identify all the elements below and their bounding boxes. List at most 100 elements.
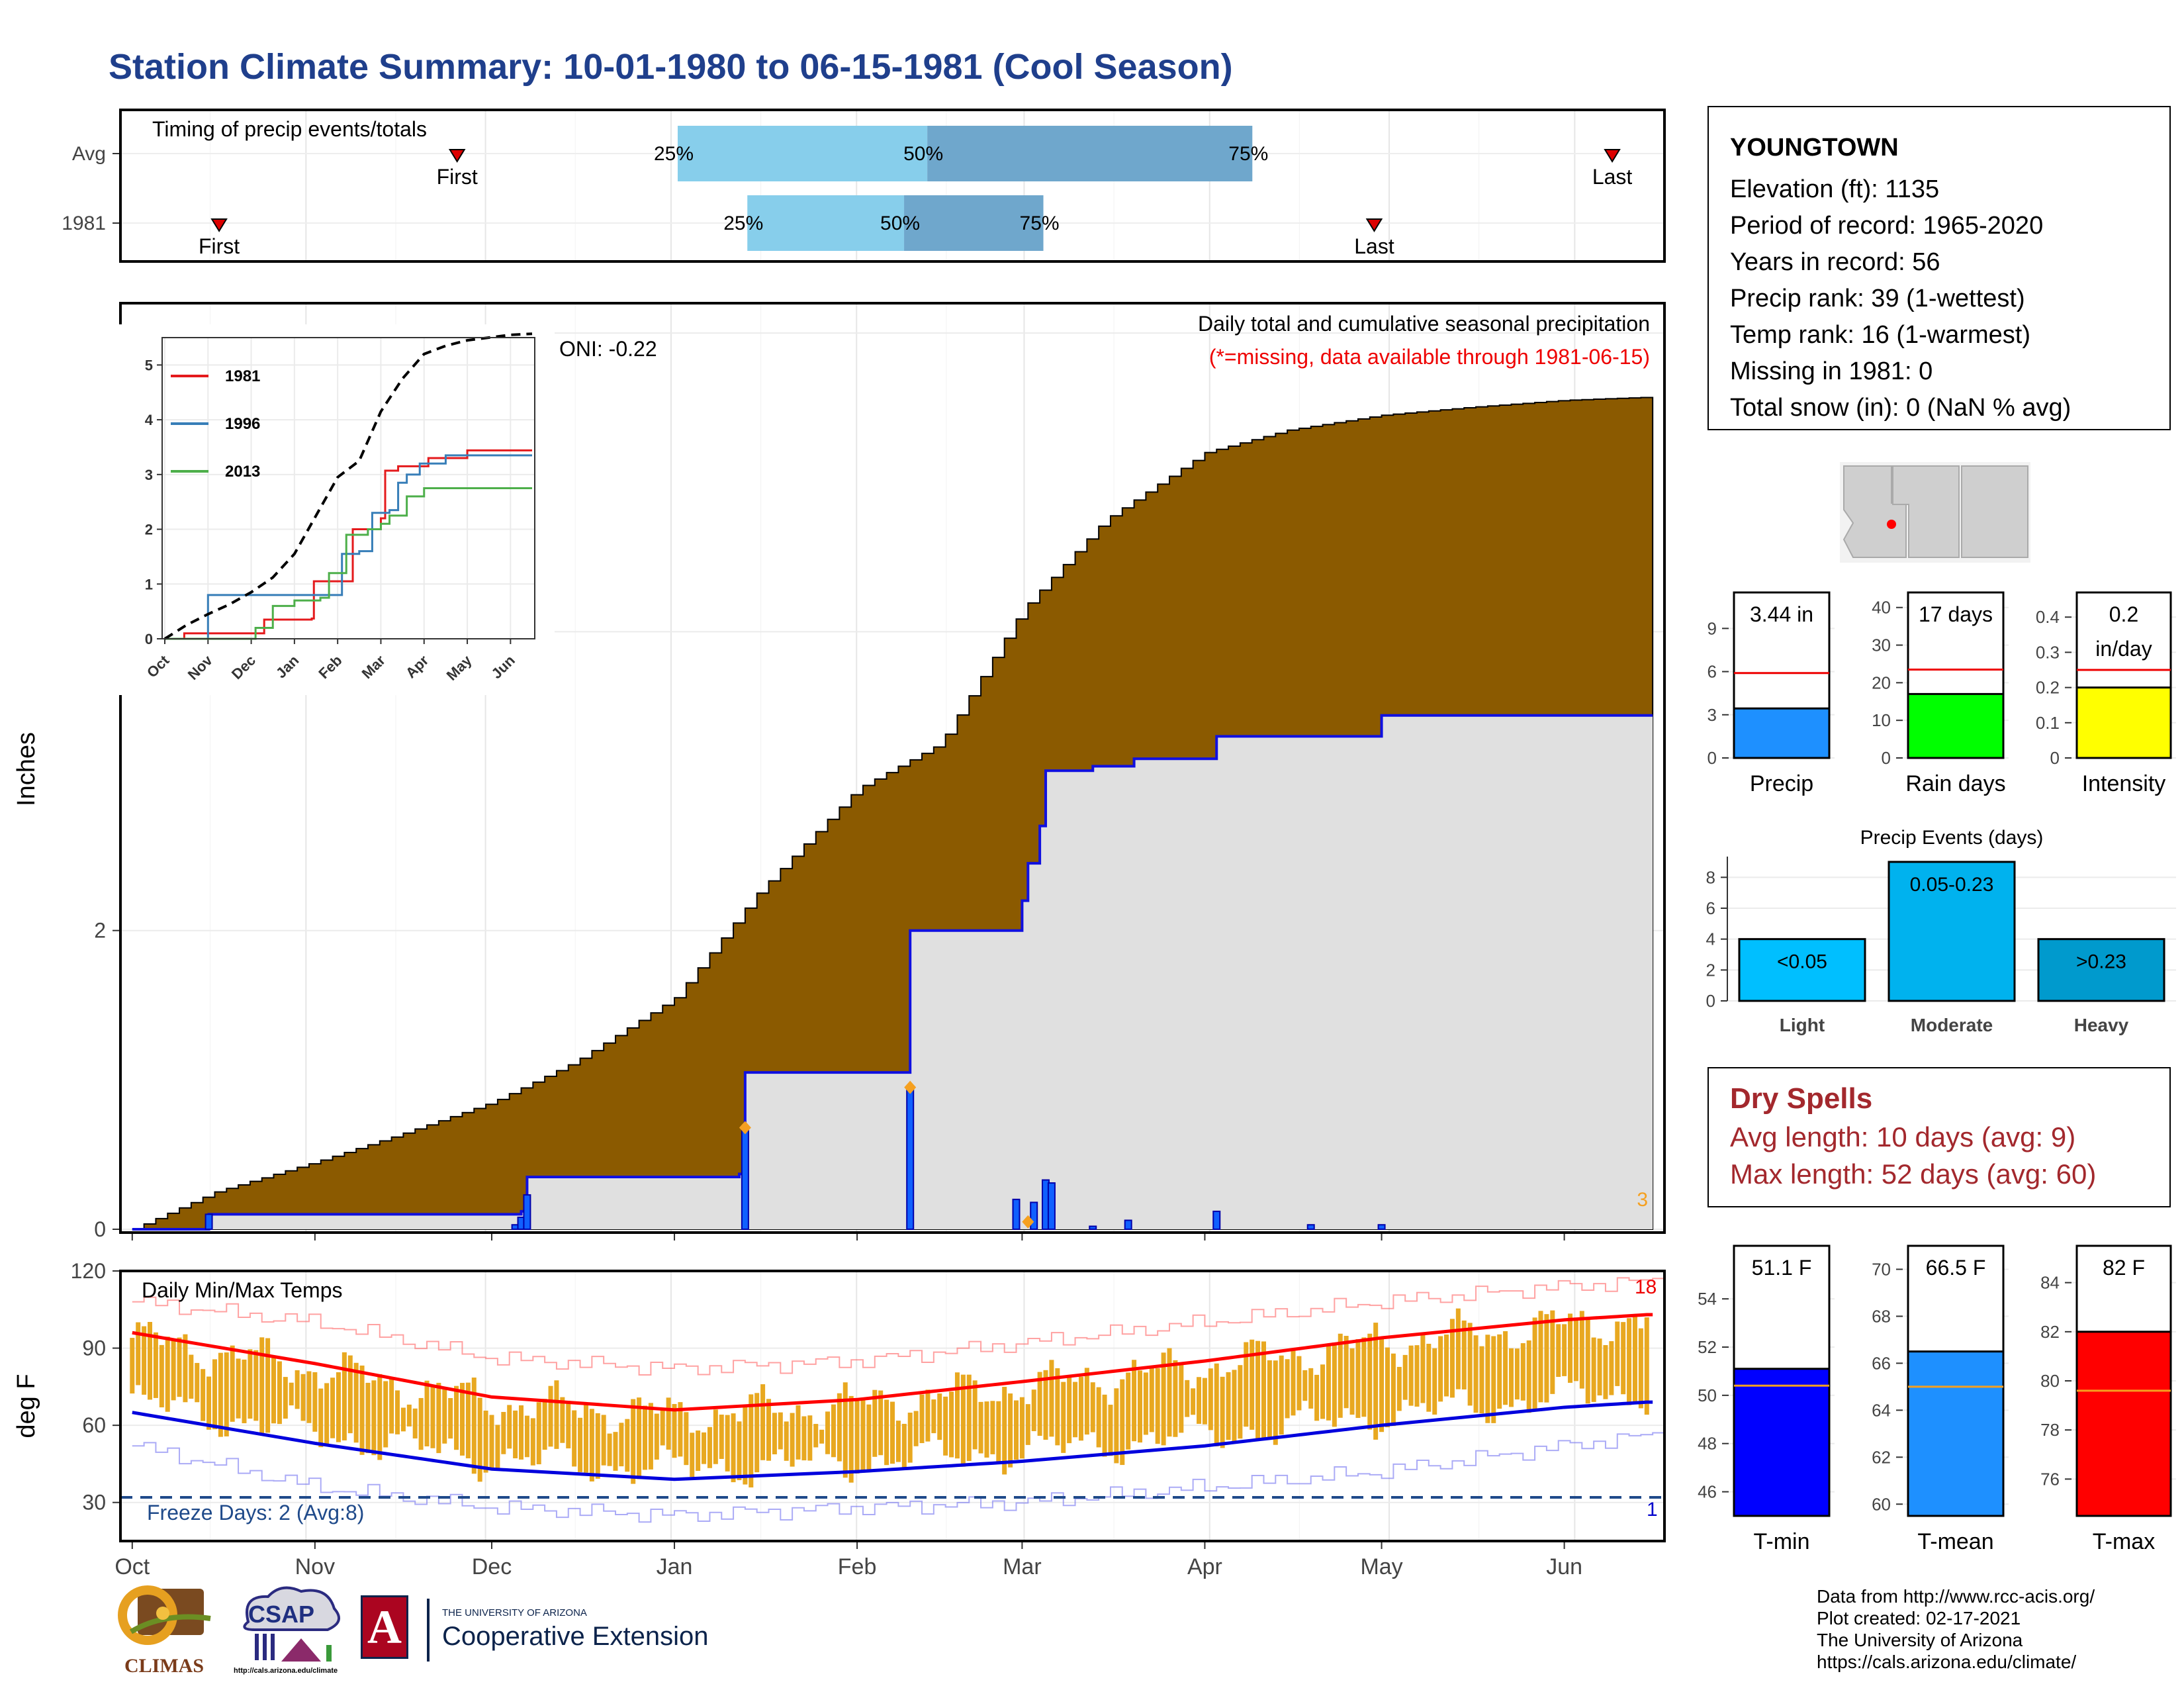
- daily-temp-bar: [1585, 1317, 1590, 1404]
- daily-temp-bar: [1503, 1331, 1508, 1405]
- daily-temp-bar: [1202, 1378, 1207, 1425]
- daily-temp-bar: [831, 1404, 836, 1458]
- daily-temp-bar: [201, 1369, 206, 1421]
- temp-value-bar: [1907, 1350, 2005, 1517]
- daily-temp-bar: [996, 1401, 1001, 1464]
- daily-temp-bar: [884, 1399, 889, 1466]
- precip-y-tick-label: 30: [1872, 635, 1891, 655]
- daily-temp-bar: [536, 1402, 541, 1465]
- daily-temp-bar: [1414, 1345, 1420, 1407]
- precip-y-tick-label: 0: [2050, 748, 2060, 768]
- daily-temp-bar: [1349, 1348, 1355, 1415]
- precip-record-count: 3: [1637, 1189, 1648, 1211]
- daily-temp-bar: [737, 1421, 742, 1481]
- daily-temp-bar: [1444, 1335, 1449, 1397]
- locator-map: [1840, 462, 2030, 563]
- temp-gauge: 46 48 50 52 54 51.1 F T-min: [1698, 1244, 1835, 1554]
- temp-category-label: T-mean: [1917, 1529, 1993, 1554]
- dry-spells-box: Dry Spells Avg length: 10 days (avg: 9) …: [1707, 1067, 2171, 1207]
- temps-frame: [119, 1270, 1666, 1542]
- daily-temp-bar: [300, 1374, 306, 1421]
- credit-line: Data from http://www.rcc-acis.org/: [1817, 1586, 2095, 1607]
- daily-temp-bar: [637, 1397, 642, 1479]
- temps-x-tick-label: Mar: [1003, 1554, 1042, 1579]
- daily-temp-bar: [625, 1419, 630, 1472]
- daily-temp-bar: [1644, 1317, 1649, 1415]
- ua-logo-big-text: Cooperative Extension: [442, 1622, 709, 1651]
- precip-value-label: 3.44 in: [1750, 602, 1813, 626]
- daily-temp-bar: [1031, 1389, 1036, 1431]
- daily-temp-bar: [1261, 1341, 1266, 1438]
- timing-q25-label: 25%: [654, 143, 694, 165]
- daily-temp-bar: [324, 1383, 330, 1446]
- daily-temp-bar: [760, 1384, 766, 1460]
- daily-temp-bar: [471, 1378, 477, 1474]
- precip-y-tick-label: 0.2: [2036, 678, 2060, 698]
- daily-temp-bar: [1055, 1368, 1060, 1446]
- precip-y-axis-label: Inches: [13, 732, 40, 806]
- daily-temp-bar: [442, 1387, 447, 1444]
- page-title: Station Climate Summary: 10-01-1980 to 0…: [109, 47, 1233, 87]
- precip-event-value-label: 0.05-0.23: [1910, 874, 1994, 896]
- inset-y-tick-label: 1: [145, 576, 153, 592]
- precip-category-label: Rain days: [1905, 771, 2005, 796]
- daily-temp-bar: [937, 1393, 942, 1440]
- precip-events-y-tick-label: 8: [1706, 867, 1715, 887]
- daily-temp-bar: [1396, 1366, 1402, 1411]
- daily-temp-bar: [418, 1397, 424, 1450]
- daily-temp-bar: [1390, 1353, 1396, 1427]
- daily-temp-bar: [1137, 1370, 1142, 1443]
- daily-temp-bar: [595, 1413, 600, 1479]
- timing-marker: [1604, 149, 1621, 163]
- timing-quartile-bar: [747, 195, 905, 251]
- station-snow: Total snow (in): 0 (NaN % avg): [1730, 394, 2071, 422]
- temps-title: Daily Min/Max Temps: [142, 1278, 342, 1302]
- temp-y-tick-label: 48: [1698, 1434, 1717, 1454]
- daily-temp-bar: [371, 1380, 377, 1456]
- daily-temp-bar: [377, 1374, 383, 1460]
- daily-temp-bar: [359, 1365, 365, 1455]
- daily-temp-bar: [1302, 1370, 1308, 1401]
- daily-temp-bar: [1078, 1376, 1083, 1441]
- daily-temp-bar: [566, 1401, 571, 1449]
- daily-temp-bar: [766, 1399, 772, 1461]
- inset-y-tick-label: 3: [145, 467, 153, 483]
- precip-event-bar: [2037, 938, 2165, 1002]
- timing-marker: [210, 218, 228, 232]
- temps-y-tick-label: 90: [82, 1336, 106, 1360]
- daily-temp-bar: [1449, 1319, 1455, 1398]
- temps-x-tick-label: May: [1360, 1554, 1402, 1579]
- daily-temp-bar: [1603, 1344, 1608, 1399]
- daily-temp-bar: [312, 1372, 318, 1432]
- daily-temp-bar: [731, 1413, 736, 1483]
- station-name: YOUNGTOWN: [1730, 134, 1899, 162]
- freeze-days-label: Freeze Days: 2 (Avg:8): [147, 1501, 364, 1524]
- daily-temp-bar: [1191, 1388, 1196, 1415]
- daily-temp-bar: [1556, 1324, 1561, 1378]
- precip-event-category-label: Heavy: [2074, 1015, 2129, 1035]
- daily-temp-bar: [1019, 1397, 1024, 1459]
- daily-temp-bar: [648, 1403, 653, 1470]
- daily-temp-bar: [1013, 1400, 1019, 1460]
- daily-temp-bar: [807, 1415, 813, 1461]
- temp-value-label: 51.1 F: [1752, 1256, 1812, 1280]
- daily-temp-bar: [1008, 1393, 1013, 1468]
- precip-event-bar: [1888, 861, 2016, 1002]
- max-record-count: 18: [1635, 1276, 1657, 1298]
- temp-y-tick-label: 78: [2040, 1420, 2060, 1440]
- station-location-dot: [1887, 520, 1896, 529]
- inset-y-tick-label: 0: [145, 631, 153, 647]
- daily-temp-bar: [713, 1409, 718, 1464]
- daily-temp-bar: [430, 1385, 435, 1448]
- daily-temp-bar: [607, 1433, 612, 1466]
- daily-temp-bar: [1049, 1360, 1054, 1437]
- daily-temp-bar: [1238, 1365, 1243, 1439]
- daily-temp-bar: [153, 1332, 158, 1398]
- daily-precip-bar: [1012, 1198, 1021, 1231]
- dry-spells-title: Dry Spells: [1730, 1082, 1873, 1115]
- temp-gauge: 76 78 80 82 84 82 F T-max: [2040, 1244, 2176, 1554]
- temps-x-tick-label: Jun: [1546, 1554, 1582, 1579]
- timing-q75-label: 75%: [1020, 212, 1060, 234]
- climas-logo-text: CLIMAS: [124, 1655, 204, 1677]
- daily-temp-bar: [1491, 1336, 1496, 1423]
